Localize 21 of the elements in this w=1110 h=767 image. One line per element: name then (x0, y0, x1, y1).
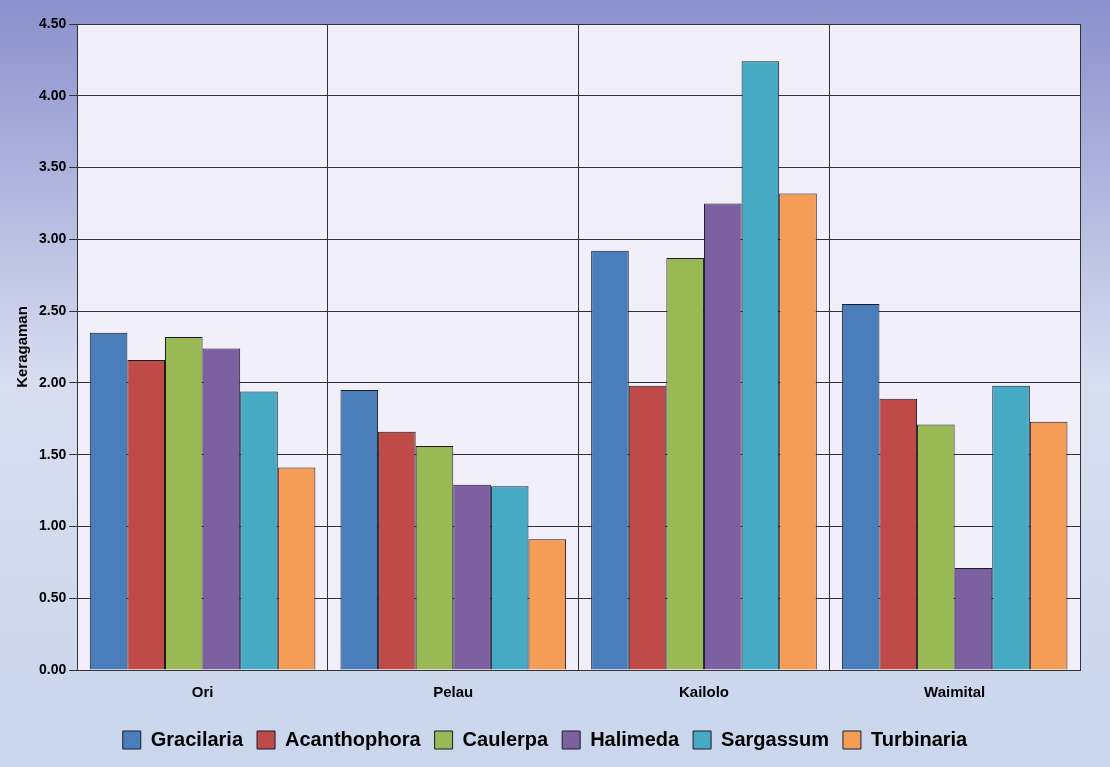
y-tick-label: 4.00 (39, 86, 67, 103)
y-tick-label: 1.00 (39, 517, 67, 534)
legend-label: Sargassum (721, 727, 829, 750)
y-tick-label: 3.00 (39, 230, 67, 247)
x-tick-label: Kailolo (678, 683, 729, 701)
y-tick-label: 4.50 (39, 14, 67, 31)
x-tick-label: Waimital (924, 683, 986, 701)
x-tick-label: Ori (191, 683, 214, 701)
y-tick-label: 0.00 (39, 660, 67, 677)
y-tick-label: 2.50 (39, 301, 67, 318)
x-tick-label: Pelau (433, 683, 474, 701)
legend-label: Caulerpa (462, 727, 550, 750)
legend-label: Gracilaria (150, 727, 244, 750)
legend-label: Halimeda (590, 727, 680, 750)
y-axis-title: Keragaman (13, 306, 31, 388)
y-tick-label: 2.00 (39, 373, 67, 390)
legend-label: Acanthophora (285, 727, 422, 750)
y-tick-label: 1.50 (39, 445, 67, 462)
legend-label: Turbinaria (870, 727, 969, 750)
y-tick-label: 0.50 (39, 589, 67, 606)
y-tick-label: 3.50 (39, 158, 67, 175)
